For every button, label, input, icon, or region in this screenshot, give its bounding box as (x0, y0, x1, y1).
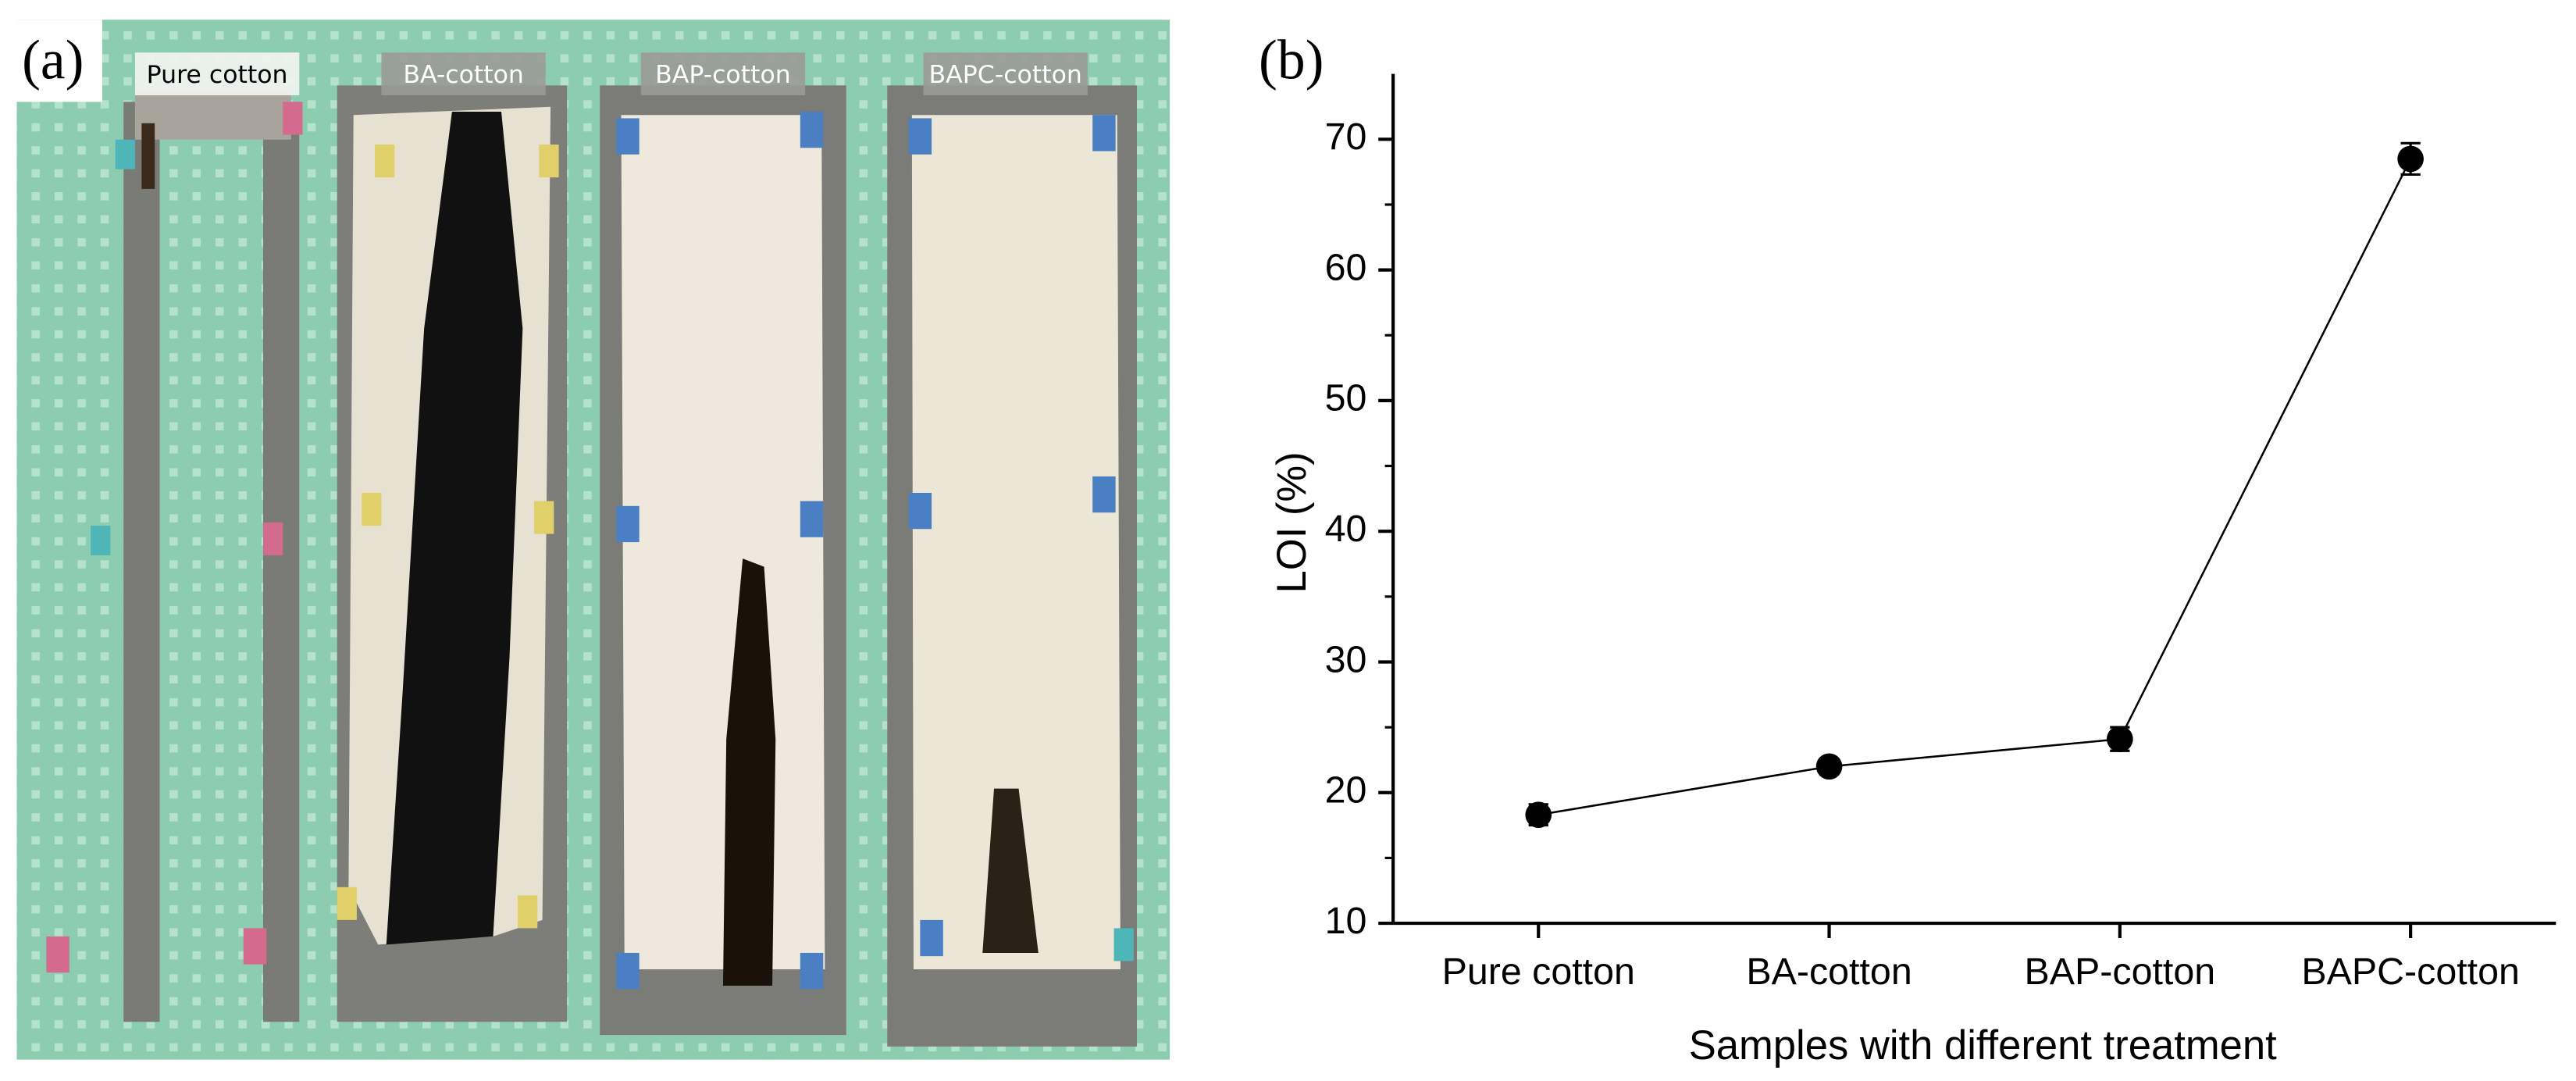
photo: (a) Pure cotton BA-cotton BAP-cotton BAPC-c… (16, 20, 1170, 1060)
label-box (923, 52, 1088, 95)
x-tick-label: Pure cotton (1442, 951, 1635, 993)
y-tick-label: 60 (1325, 246, 1367, 288)
strip-label: BAP-cotton (655, 61, 791, 89)
label-box (640, 52, 806, 95)
data-point (1815, 753, 1843, 780)
x-axis-title: Samples with different treatment (1689, 1022, 2277, 1069)
data-point (2107, 726, 2133, 753)
panel-label: (b) (1259, 30, 1324, 91)
burnt-edge (141, 123, 155, 189)
frame (263, 102, 300, 1022)
clips (46, 102, 303, 973)
y-tick-label: 30 (1325, 638, 1367, 680)
clips (337, 144, 559, 929)
char (982, 788, 1039, 953)
clips (616, 112, 1116, 990)
strip-label: Pure cotton (147, 61, 288, 89)
label-box (16, 20, 102, 102)
y-tick-label: 50 (1325, 377, 1367, 419)
fabric (911, 115, 1121, 969)
frame (134, 90, 291, 140)
strip-label: BA-cotton (403, 61, 524, 89)
y-axis-title: LOI (%) (1269, 451, 1315, 593)
fabric (621, 115, 825, 969)
y-tick-label: 20 (1325, 769, 1367, 812)
char (386, 112, 523, 945)
y-tick-label: 10 (1325, 900, 1367, 942)
y-tick-label: 40 (1325, 508, 1367, 550)
clips (91, 139, 1134, 961)
data-point (1525, 801, 1552, 829)
label-box (134, 52, 300, 95)
char (722, 558, 776, 986)
label-box (381, 52, 546, 95)
frame (123, 102, 160, 1022)
data-line (1538, 158, 2412, 816)
x-tick-label: BAPC-cotton (2301, 951, 2520, 993)
strip-label: BAPC-cotton (929, 61, 1082, 89)
data-point (2397, 145, 2424, 173)
x-tick-label: BA-cotton (1746, 951, 1912, 993)
chart: (b) Samples with different treatment LOI… (1259, 30, 2556, 1069)
y-tick-label: 70 (1325, 116, 1367, 158)
panel-label: (a) (22, 30, 84, 91)
x-tick-label: BAP-cotton (2025, 951, 2216, 993)
strip-labels: Pure cotton BA-cotton BAP-cotton BAPC-cotto… (134, 52, 1088, 95)
